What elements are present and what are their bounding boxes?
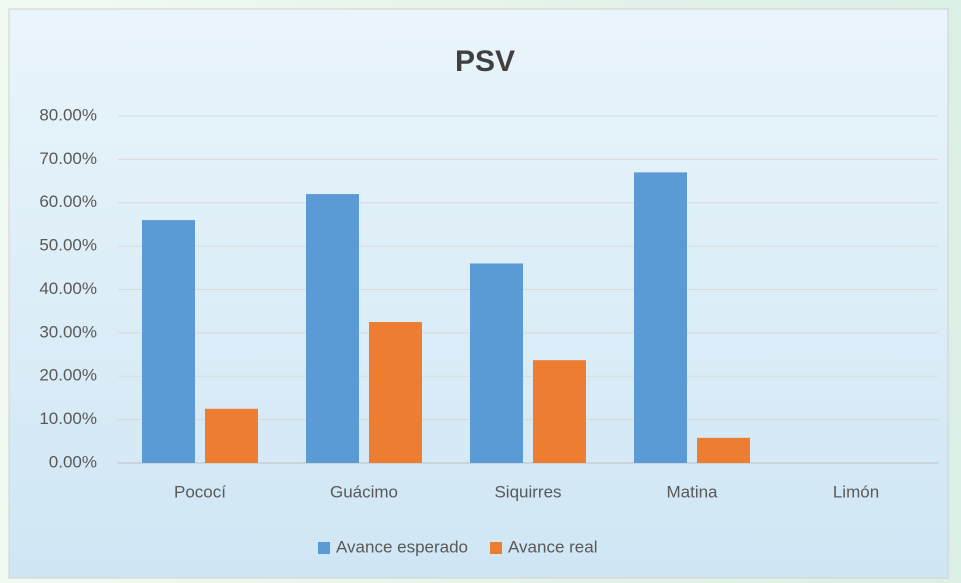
y-tick-label: 60.00%	[39, 192, 97, 211]
x-tick-label: Pococí	[174, 482, 226, 501]
y-tick-label: 70.00%	[39, 149, 97, 168]
x-tick-label: Guácimo	[330, 482, 398, 501]
bar	[205, 408, 258, 463]
bar	[369, 322, 422, 463]
y-tick-label: 10.00%	[39, 409, 97, 428]
bar	[470, 263, 523, 463]
y-tick-label: 30.00%	[39, 322, 97, 341]
x-tick-label: Siquirres	[494, 482, 561, 501]
x-tick-label: Limón	[833, 482, 879, 501]
y-tick-label: 20.00%	[39, 366, 97, 385]
y-tick-label: 0.00%	[49, 452, 97, 471]
legend-label: Avance real	[508, 537, 597, 556]
chart-title: PSV	[455, 45, 515, 78]
bar	[634, 172, 687, 463]
bar	[697, 437, 750, 463]
y-tick-label: 40.00%	[39, 279, 97, 298]
bar	[306, 194, 359, 463]
legend-swatch	[318, 542, 330, 554]
bar	[533, 360, 586, 463]
bar	[142, 220, 195, 463]
legend-label: Avance esperado	[336, 537, 468, 556]
y-tick-label: 50.00%	[39, 236, 97, 255]
y-tick-label: 80.00%	[39, 105, 97, 124]
legend-swatch	[490, 542, 503, 554]
x-tick-label: Matina	[666, 482, 718, 501]
